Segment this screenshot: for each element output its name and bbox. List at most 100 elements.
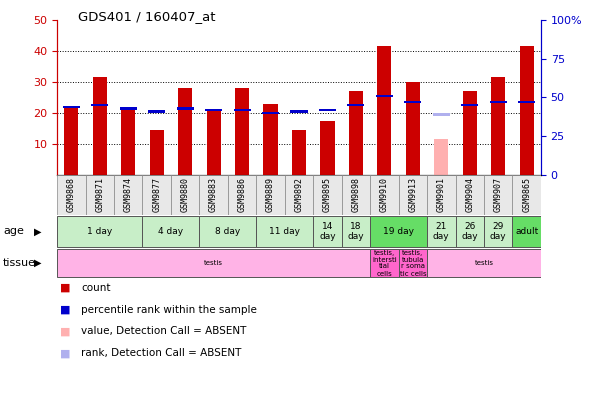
Text: GSM9895: GSM9895 xyxy=(323,177,332,212)
Text: ■: ■ xyxy=(60,283,70,293)
Bar xyxy=(256,216,313,248)
Bar xyxy=(91,104,108,107)
Bar xyxy=(456,175,484,215)
Text: 1 day: 1 day xyxy=(87,227,112,236)
Bar xyxy=(150,130,164,175)
Bar xyxy=(120,107,137,110)
Text: ■: ■ xyxy=(60,326,70,337)
Text: GSM9871: GSM9871 xyxy=(96,177,105,212)
Bar xyxy=(490,101,507,103)
Text: tissue: tissue xyxy=(3,258,36,268)
Text: ▶: ▶ xyxy=(34,258,41,268)
Bar xyxy=(177,107,194,110)
Bar xyxy=(342,175,370,215)
Bar xyxy=(200,216,256,248)
Bar xyxy=(64,109,79,175)
Text: count: count xyxy=(81,283,111,293)
Text: GSM9883: GSM9883 xyxy=(209,177,218,212)
Text: GSM9913: GSM9913 xyxy=(408,177,417,212)
Bar xyxy=(427,175,456,215)
Bar xyxy=(370,175,398,215)
Text: 19 day: 19 day xyxy=(383,227,414,236)
Bar xyxy=(519,46,534,175)
Bar xyxy=(256,175,285,215)
Bar xyxy=(342,216,370,248)
Bar xyxy=(200,175,228,215)
Bar xyxy=(93,77,107,175)
Text: GSM9880: GSM9880 xyxy=(181,177,190,212)
Text: GDS401 / 160407_at: GDS401 / 160407_at xyxy=(78,10,216,23)
Text: GSM9898: GSM9898 xyxy=(352,177,361,212)
Bar xyxy=(398,249,427,278)
Bar xyxy=(171,175,200,215)
Bar xyxy=(433,113,450,116)
Bar xyxy=(427,249,541,278)
Text: percentile rank within the sample: percentile rank within the sample xyxy=(81,305,257,315)
Text: 26
day: 26 day xyxy=(462,222,478,241)
Text: GSM9868: GSM9868 xyxy=(67,177,76,212)
Bar xyxy=(205,109,222,111)
Bar xyxy=(491,77,505,175)
Bar xyxy=(235,88,249,175)
Bar xyxy=(406,82,420,175)
Bar xyxy=(513,175,541,215)
Text: ▶: ▶ xyxy=(34,227,41,236)
Bar xyxy=(262,112,279,114)
Text: GSM9907: GSM9907 xyxy=(493,177,502,212)
Text: 4 day: 4 day xyxy=(159,227,183,236)
Bar xyxy=(178,88,192,175)
Text: testis,
intersti
tial
cells: testis, intersti tial cells xyxy=(372,249,397,276)
Text: value, Detection Call = ABSENT: value, Detection Call = ABSENT xyxy=(81,326,246,337)
Text: GSM9874: GSM9874 xyxy=(124,177,133,212)
Bar xyxy=(513,216,541,248)
Bar xyxy=(234,109,251,111)
Bar xyxy=(313,175,342,215)
Text: 18
day: 18 day xyxy=(347,222,364,241)
Text: GSM9904: GSM9904 xyxy=(465,177,474,212)
Bar xyxy=(349,91,363,175)
Text: 21
day: 21 day xyxy=(433,222,450,241)
Bar xyxy=(207,110,221,175)
Bar xyxy=(57,249,370,278)
Text: GSM9910: GSM9910 xyxy=(380,177,389,212)
Text: GSM9901: GSM9901 xyxy=(437,177,446,212)
Bar xyxy=(292,130,306,175)
Text: GSM9889: GSM9889 xyxy=(266,177,275,212)
Text: rank, Detection Call = ABSENT: rank, Detection Call = ABSENT xyxy=(81,348,242,358)
Bar xyxy=(347,104,364,107)
Text: ■: ■ xyxy=(60,305,70,315)
Text: GSM9865: GSM9865 xyxy=(522,177,531,212)
Bar xyxy=(85,175,114,215)
Bar xyxy=(57,175,85,215)
Bar xyxy=(142,175,171,215)
Text: GSM9886: GSM9886 xyxy=(237,177,246,212)
Bar xyxy=(285,175,313,215)
Text: age: age xyxy=(3,227,24,236)
Bar xyxy=(463,91,477,175)
Bar xyxy=(290,110,308,113)
Bar xyxy=(228,175,256,215)
Text: GSM9892: GSM9892 xyxy=(294,177,304,212)
Bar xyxy=(313,216,342,248)
Bar xyxy=(320,121,335,175)
Bar xyxy=(142,216,200,248)
Bar xyxy=(57,216,142,248)
Text: ■: ■ xyxy=(60,348,70,358)
Bar xyxy=(434,139,448,175)
Text: testis,
tubula
r soma
tic cells: testis, tubula r soma tic cells xyxy=(400,249,426,276)
Text: 8 day: 8 day xyxy=(215,227,240,236)
Bar xyxy=(398,175,427,215)
Bar xyxy=(376,95,393,97)
Bar xyxy=(114,175,142,215)
Text: testis: testis xyxy=(474,260,493,266)
Text: GSM9877: GSM9877 xyxy=(152,177,161,212)
Bar xyxy=(370,216,427,248)
Bar xyxy=(484,175,513,215)
Bar xyxy=(377,46,391,175)
Bar xyxy=(427,216,456,248)
Bar xyxy=(263,104,278,175)
Bar xyxy=(484,216,513,248)
Text: 29
day: 29 day xyxy=(490,222,507,241)
Bar xyxy=(461,104,478,107)
Bar xyxy=(456,216,484,248)
